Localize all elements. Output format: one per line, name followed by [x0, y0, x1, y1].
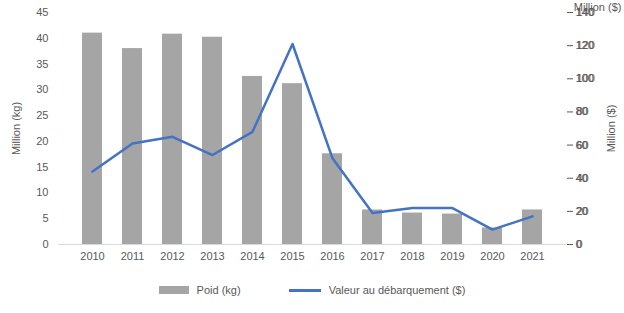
svg-text:2021: 2021 [520, 250, 544, 262]
svg-text:45: 45 [36, 6, 48, 18]
svg-text:2017: 2017 [360, 250, 384, 262]
svg-text:Million (kg): Million (kg) [10, 102, 22, 155]
svg-text:20: 20 [576, 205, 588, 217]
svg-text:30: 30 [36, 83, 48, 95]
html-text:Poid (kg): Poid (kg) [196, 284, 241, 296]
svg-text:140: 140 [577, 6, 595, 18]
svg-text:140: 140 [576, 6, 594, 18]
svg-text:0: 0 [576, 238, 582, 250]
svg-text:60: 60 [577, 139, 589, 151]
svg-text:0: 0 [577, 238, 583, 250]
svg-text:2015: 2015 [280, 250, 304, 262]
svg-text:100: 100 [576, 72, 594, 84]
svg-text:20: 20 [577, 205, 589, 217]
svg-text:0: 0 [42, 238, 48, 250]
svg-text:100: 100 [577, 72, 595, 84]
svg-text:Million ($): Million ($) [605, 105, 617, 153]
svg-text:120: 120 [577, 39, 595, 51]
svg-text:5: 5 [42, 212, 48, 224]
svg-text:Million ($): Million ($) [573, 1, 622, 14]
svg-text:2012: 2012 [160, 250, 184, 262]
svg-text:35: 35 [36, 58, 48, 70]
svg-text:40: 40 [36, 32, 48, 44]
svg-text:2010: 2010 [80, 250, 104, 262]
svg-text:2013: 2013 [200, 250, 224, 262]
svg-text:2014: 2014 [240, 250, 264, 262]
svg-text:80: 80 [577, 105, 589, 117]
html-text:Valeur au débarquement ($): Valeur au débarquement ($) [328, 284, 466, 296]
svg-text:2020: 2020 [480, 250, 504, 262]
svg-text:2011: 2011 [121, 250, 145, 262]
svg-text:2019: 2019 [440, 250, 464, 262]
svg-text:25: 25 [36, 109, 48, 121]
svg-text:20: 20 [36, 135, 48, 147]
svg-text:120: 120 [576, 39, 594, 51]
svg-text:10: 10 [36, 186, 48, 198]
svg-text:40: 40 [577, 172, 589, 184]
svg-text:80: 80 [576, 105, 588, 117]
svg-text:40: 40 [576, 172, 588, 184]
svg-text:2018: 2018 [400, 250, 424, 262]
svg-text:60: 60 [576, 139, 588, 151]
svg-text:15: 15 [36, 161, 48, 173]
svg-text:2016: 2016 [320, 250, 344, 262]
